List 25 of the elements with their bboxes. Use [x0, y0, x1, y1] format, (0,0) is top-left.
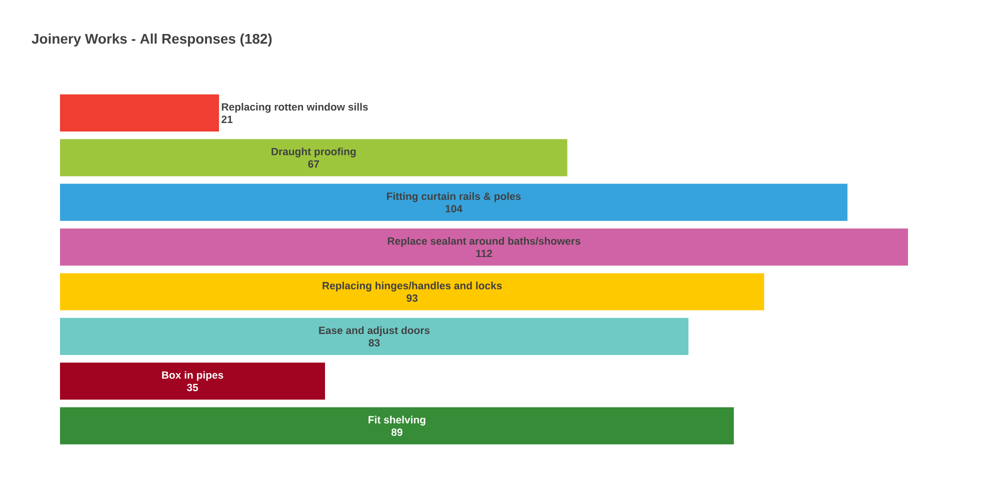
data-label: 83 [368, 339, 380, 347]
chart-title: Joinery Works - All Responses (182) [32, 33, 272, 46]
data-label: 21 [222, 116, 233, 123]
bar [60, 318, 688, 355]
bar [60, 94, 220, 132]
y-tick-label: Replacing hinges/handles and locks [322, 282, 502, 292]
y-tick-label: Box in pipes [162, 371, 224, 381]
data-label: 104 [446, 205, 462, 212]
data-label: 89 [391, 428, 402, 436]
data-label: 35 [186, 384, 198, 392]
y-tick-label: Ease and adjust doors [319, 326, 430, 336]
bar [60, 139, 568, 176]
bar [60, 273, 764, 310]
y-tick-label: Draught proofing [272, 148, 356, 158]
data-label: 112 [476, 250, 492, 258]
y-tick-label: Fit shelving [368, 416, 426, 426]
bar [60, 362, 326, 400]
bar [60, 228, 908, 266]
y-tick-label: Replace sealant around baths/showers [388, 237, 580, 247]
data-label: 93 [406, 294, 418, 302]
bar [60, 184, 848, 221]
data-label: 67 [308, 160, 320, 168]
y-tick-label: Fitting curtain rails & poles [387, 192, 521, 202]
bar [60, 407, 734, 444]
y-tick-label: Replacing rotten window sills [222, 102, 368, 113]
